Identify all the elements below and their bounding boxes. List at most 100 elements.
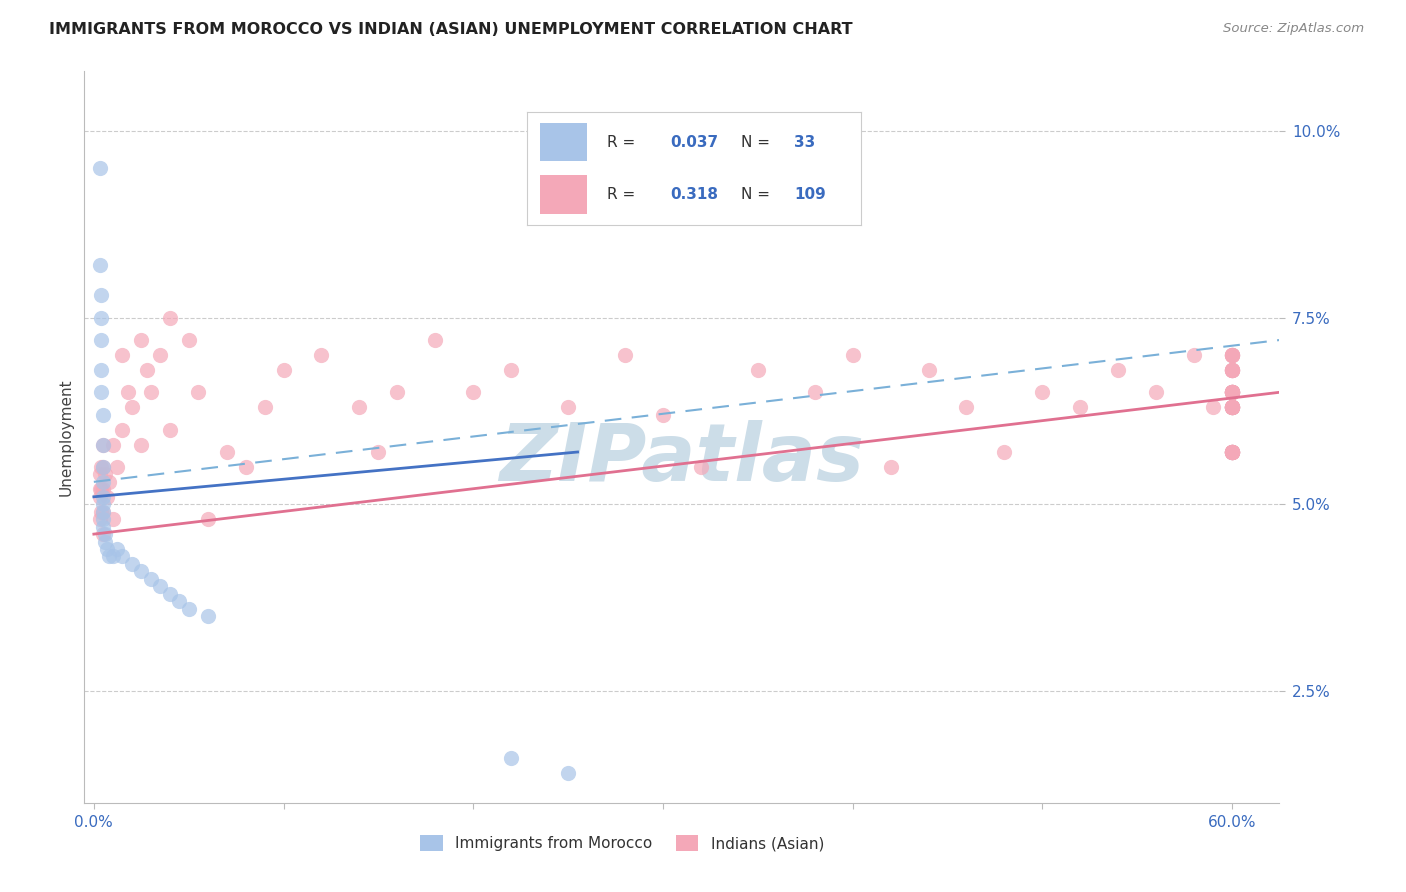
Point — [91, 512, 114, 526]
Point — [993, 445, 1015, 459]
Point — [129, 333, 152, 347]
Point — [1220, 385, 1243, 400]
Point — [1220, 445, 1243, 459]
Point — [1220, 445, 1243, 459]
Point — [273, 363, 295, 377]
Point — [121, 401, 143, 415]
Point — [94, 534, 117, 549]
Point — [689, 459, 711, 474]
Point — [149, 579, 172, 593]
Point — [187, 385, 209, 400]
Point — [90, 333, 112, 347]
Point — [91, 527, 114, 541]
Point — [159, 587, 181, 601]
Point — [197, 512, 219, 526]
Point — [1220, 445, 1243, 459]
Point — [1069, 401, 1091, 415]
Point — [91, 505, 114, 519]
Point — [1220, 385, 1243, 400]
Point — [91, 497, 114, 511]
Point — [89, 490, 111, 504]
Point — [90, 505, 112, 519]
Point — [136, 363, 159, 377]
Point — [803, 385, 825, 400]
Point — [1220, 363, 1243, 377]
Point — [101, 549, 124, 564]
Point — [747, 363, 769, 377]
Point — [1220, 401, 1243, 415]
Point — [91, 483, 114, 497]
Point — [117, 385, 139, 400]
Point — [1220, 401, 1243, 415]
Point — [1031, 385, 1053, 400]
Point — [139, 572, 162, 586]
Point — [1220, 348, 1243, 362]
Point — [1220, 385, 1243, 400]
Point — [197, 609, 219, 624]
Point — [89, 467, 111, 482]
Point — [501, 751, 523, 765]
Point — [98, 549, 121, 564]
Point — [1220, 401, 1243, 415]
Point — [1220, 363, 1243, 377]
Point — [1220, 385, 1243, 400]
Point — [1220, 363, 1243, 377]
Point — [1220, 401, 1243, 415]
Point — [387, 385, 409, 400]
Point — [1220, 363, 1243, 377]
Point — [177, 333, 200, 347]
Point — [1220, 348, 1243, 362]
Point — [91, 459, 114, 474]
Point — [955, 401, 977, 415]
Y-axis label: Unemployment: Unemployment — [58, 378, 73, 496]
Point — [98, 475, 121, 489]
Point — [159, 423, 181, 437]
Point — [253, 401, 276, 415]
Point — [105, 542, 128, 557]
Point — [1220, 348, 1243, 362]
Point — [90, 385, 112, 400]
Point — [1220, 401, 1243, 415]
Point — [1220, 363, 1243, 377]
Point — [1220, 401, 1243, 415]
Point — [311, 348, 333, 362]
Point — [1144, 385, 1167, 400]
Point — [1220, 348, 1243, 362]
Point — [91, 505, 114, 519]
Point — [1220, 445, 1243, 459]
Point — [91, 475, 114, 489]
Point — [129, 565, 152, 579]
Point — [463, 385, 485, 400]
Point — [1220, 401, 1243, 415]
Point — [91, 490, 114, 504]
Point — [89, 161, 111, 176]
Point — [149, 348, 172, 362]
Point — [614, 348, 637, 362]
Text: IMMIGRANTS FROM MOROCCO VS INDIAN (ASIAN) UNEMPLOYMENT CORRELATION CHART: IMMIGRANTS FROM MOROCCO VS INDIAN (ASIAN… — [49, 22, 853, 37]
Point — [501, 363, 523, 377]
Point — [1220, 348, 1243, 362]
Point — [1220, 363, 1243, 377]
Point — [1220, 401, 1243, 415]
Point — [1220, 445, 1243, 459]
Point — [89, 483, 111, 497]
Point — [1107, 363, 1129, 377]
Point — [89, 512, 111, 526]
Point — [1220, 385, 1243, 400]
Point — [425, 333, 447, 347]
Point — [91, 459, 114, 474]
Point — [1220, 445, 1243, 459]
Point — [1220, 445, 1243, 459]
Point — [167, 594, 190, 608]
Point — [1220, 445, 1243, 459]
Point — [1220, 348, 1243, 362]
Point — [105, 459, 128, 474]
Point — [90, 483, 112, 497]
Point — [91, 408, 114, 422]
Point — [917, 363, 939, 377]
Point — [96, 490, 118, 504]
Legend: Immigrants from Morocco, Indians (Asian): Immigrants from Morocco, Indians (Asian) — [415, 830, 830, 857]
Point — [91, 519, 114, 533]
Point — [90, 288, 112, 302]
Point — [1220, 363, 1243, 377]
